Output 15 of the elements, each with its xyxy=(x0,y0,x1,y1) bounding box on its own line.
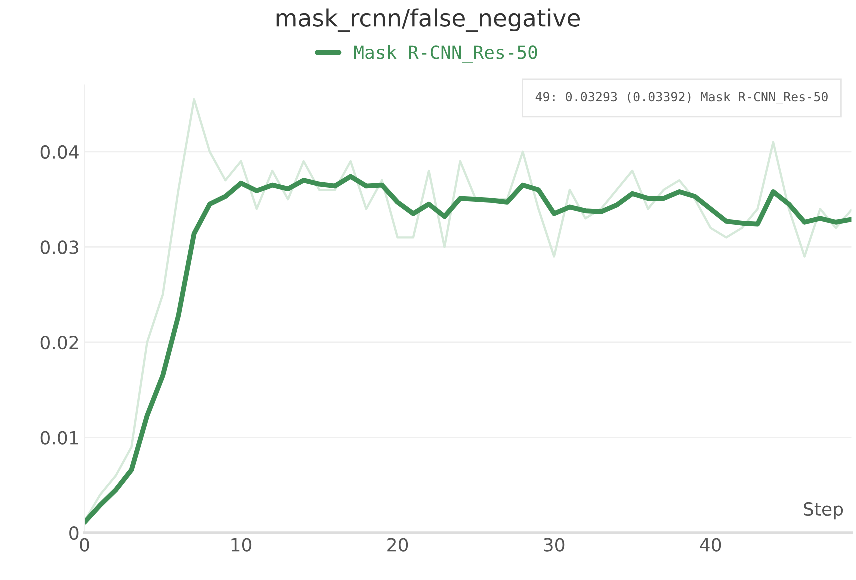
x-tick-label: 40 xyxy=(700,538,722,552)
y-tick-label: 0.01 xyxy=(40,431,78,445)
x-tick-label: 10 xyxy=(232,538,252,552)
x-axis-title: Step xyxy=(804,502,844,520)
legend-label: Mask R-CNN_Res-50 xyxy=(354,45,538,64)
line-series xyxy=(84,174,852,525)
y-tick-label: 0.03 xyxy=(40,240,78,254)
x-tick-label: 30 xyxy=(544,538,565,552)
x-tick-label: 20 xyxy=(388,538,408,552)
annotation: 49: 0.03293 (0.03392) Mask R-CNN_Res-50 xyxy=(536,92,828,104)
y-tick-label: 0 xyxy=(70,526,79,540)
chart-title: mask_rcnn/false_negative xyxy=(276,8,580,32)
y-tick-label: 0.04 xyxy=(40,145,79,160)
x-tick-label: 0 xyxy=(80,538,90,552)
y-tick-label: 0.02 xyxy=(40,336,78,350)
